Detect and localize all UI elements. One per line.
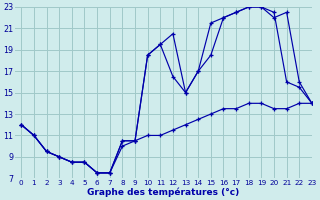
X-axis label: Graphe des températures (°c): Graphe des températures (°c) xyxy=(87,187,240,197)
